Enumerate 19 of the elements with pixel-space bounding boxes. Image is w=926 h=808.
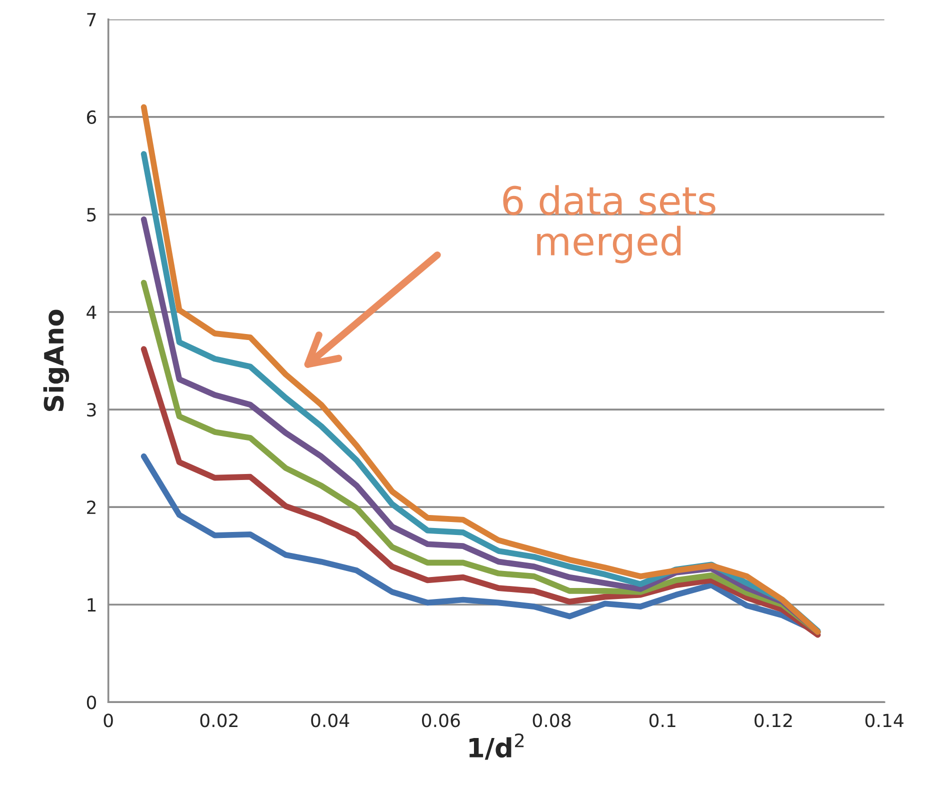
y-tick-label: 7 <box>87 13 96 26</box>
y-tick-label: 1 <box>88 598 96 612</box>
y-tick-label: 4 <box>86 306 96 319</box>
y-tick-label: 2 <box>87 500 96 514</box>
x-tick-label: 0.08 <box>532 714 571 728</box>
y-tick-label: 5 <box>87 208 96 222</box>
x-tick-label: 0.14 <box>865 714 904 728</box>
x-tick-label: 0.06 <box>422 714 460 728</box>
y-tick-label: 6 <box>87 110 96 124</box>
x-tick-label: 0.04 <box>311 714 350 728</box>
y-tick-label: 0 <box>86 696 96 710</box>
x-tick-label: 0.12 <box>754 714 792 728</box>
x-tick-label: 0.02 <box>200 714 238 728</box>
x-tick-label: 0.1 <box>649 714 676 728</box>
annotation: 6 data sets merged <box>503 185 716 264</box>
x-axis-title: 1/d$^{2}$ <box>469 733 524 760</box>
y-axis-title: SigAno <box>43 310 70 412</box>
x-tick-label: 0 <box>104 714 113 728</box>
y-tick-label: 3 <box>87 403 96 417</box>
